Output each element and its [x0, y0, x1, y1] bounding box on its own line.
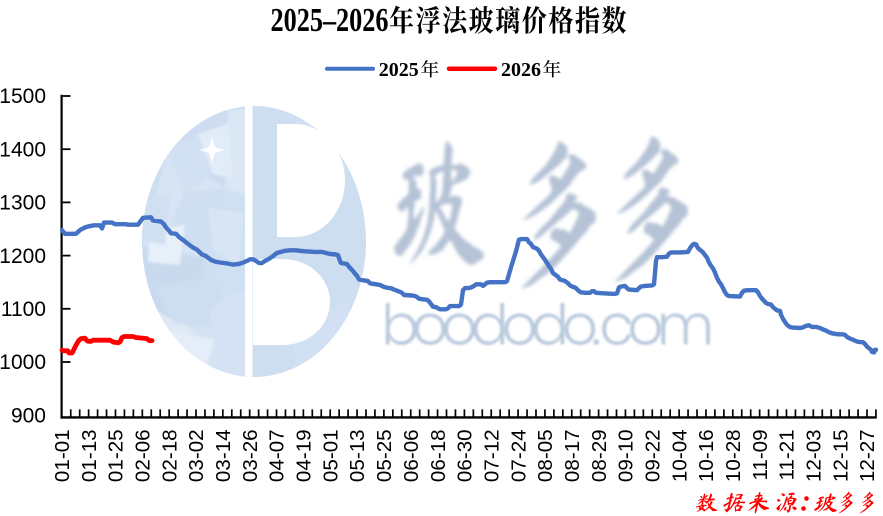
svg-text:08-17: 08-17 — [561, 429, 584, 482]
svg-text:900: 900 — [11, 404, 46, 427]
svg-text:1100: 1100 — [1, 298, 46, 321]
svg-text:04-19: 04-19 — [293, 429, 316, 482]
svg-text:09-22: 09-22 — [642, 429, 665, 482]
svg-text:12-15: 12-15 — [829, 429, 852, 482]
svg-text:10-16: 10-16 — [695, 429, 718, 482]
svg-text:12-27: 12-27 — [856, 429, 879, 482]
svg-text:01-13: 01-13 — [78, 429, 101, 482]
svg-text:04-07: 04-07 — [266, 429, 289, 482]
svg-text:12-03: 12-03 — [803, 429, 826, 482]
svg-text:05-13: 05-13 — [346, 429, 369, 482]
svg-text:01-25: 01-25 — [105, 429, 128, 482]
svg-text:03-02: 03-02 — [185, 429, 208, 482]
svg-text:11-09: 11-09 — [749, 429, 772, 480]
svg-text:09-10: 09-10 — [615, 429, 638, 482]
svg-text:03-14: 03-14 — [212, 429, 235, 482]
svg-text:08-29: 08-29 — [588, 429, 611, 482]
svg-text:2026: 2026 — [501, 59, 541, 81]
svg-text:03-26: 03-26 — [239, 429, 262, 482]
svg-text:11-21: 11-21 — [776, 429, 799, 480]
svg-text:02-18: 02-18 — [158, 429, 181, 482]
svg-text:06-30: 06-30 — [454, 429, 477, 482]
svg-text:1500: 1500 — [0, 85, 46, 108]
svg-text:1400: 1400 — [0, 138, 46, 161]
svg-text:10-04: 10-04 — [668, 429, 691, 482]
svg-text:08-05: 08-05 — [534, 429, 557, 482]
svg-text:05-01: 05-01 — [319, 429, 342, 482]
svg-text:06-06: 06-06 — [400, 429, 423, 482]
svg-text:2025–2026: 2025–2026 — [271, 2, 389, 39]
svg-text:01-01: 01-01 — [51, 429, 74, 482]
svg-text:05-25: 05-25 — [373, 429, 396, 482]
svg-text:10-28: 10-28 — [722, 429, 745, 482]
svg-text:07-24: 07-24 — [507, 429, 530, 482]
svg-text:06-18: 06-18 — [427, 429, 450, 482]
svg-text:07-12: 07-12 — [480, 429, 503, 482]
svg-text:1300: 1300 — [0, 192, 46, 215]
svg-text:1200: 1200 — [0, 245, 46, 268]
svg-text:02-06: 02-06 — [132, 429, 155, 482]
svg-text:1000: 1000 — [0, 351, 46, 374]
svg-text:2025: 2025 — [379, 59, 419, 81]
